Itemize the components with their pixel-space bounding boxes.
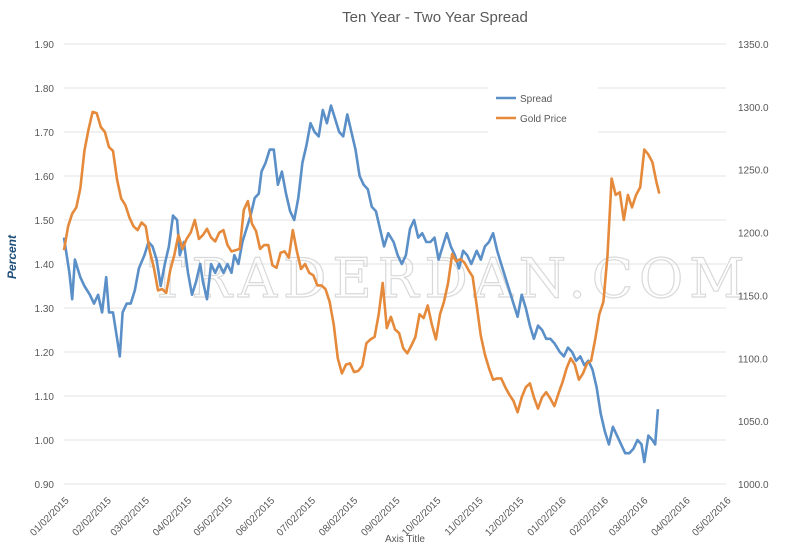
x-tick-label: 12/02/2015 xyxy=(483,495,526,538)
chart-title: Ten Year - Two Year Spread xyxy=(342,9,528,26)
y-left-tick-label: 1.10 xyxy=(35,392,55,403)
x-tick-label: 08/02/2015 xyxy=(317,495,360,538)
series-lines xyxy=(62,104,661,464)
y-left-tick-label: 1.40 xyxy=(35,260,55,271)
x-tick-label: 02/02/2016 xyxy=(568,495,611,538)
y-right-tick-label: 1200.0 xyxy=(738,229,769,240)
x-tick-label: 07/02/2015 xyxy=(275,495,318,538)
y-axis-title: Percent xyxy=(5,234,19,279)
y-right-tick-label: 1150.0 xyxy=(738,291,768,302)
x-tick-label: 02/02/2015 xyxy=(71,495,114,538)
y-right-tick-label: 1350.0 xyxy=(738,40,769,51)
y-left-tick-label: 1.50 xyxy=(35,216,55,227)
series-line-spread xyxy=(62,104,660,464)
y-left-tick-label: 1.00 xyxy=(35,436,55,447)
y-left-tick-label: 1.20 xyxy=(35,348,55,359)
y-left-tick-label: 1.80 xyxy=(35,84,55,95)
y-left-tick-label: 0.90 xyxy=(35,480,55,491)
x-tick-label: 06/02/2015 xyxy=(234,495,277,538)
x-tick-label: 05/02/2015 xyxy=(192,495,235,538)
x-tick-label: 03/02/2016 xyxy=(607,495,650,538)
legend-label: Spread xyxy=(520,94,552,105)
x-tick-label: 04/02/2015 xyxy=(151,495,194,538)
y-right-tick-label: 1050.0 xyxy=(738,417,769,428)
x-axis-title: Axis Title xyxy=(385,534,425,545)
right-y-ticks: 1000.0 1050.0 1100.0 1150.0 1200.0 1250.0 1300… xyxy=(738,40,769,491)
x-tick-label: 03/02/2015 xyxy=(109,495,152,538)
gridlines xyxy=(64,43,726,485)
y-left-tick-label: 1.70 xyxy=(35,128,55,139)
y-right-tick-label: 1100.0 xyxy=(738,354,768,365)
y-left-tick-label: 1.90 xyxy=(35,40,55,51)
y-right-tick-label: 1300.0 xyxy=(738,103,769,114)
watermark: TRADERDAN.COM xyxy=(149,247,750,310)
x-tick-label: 09/02/2015 xyxy=(359,495,402,538)
legend: Spread Gold Price xyxy=(488,84,598,134)
x-tick-label: 01/02/2016 xyxy=(526,495,569,538)
legend-label: Gold Price xyxy=(520,114,567,125)
x-tick-label: 11/02/2015 xyxy=(443,495,486,538)
x-tick-label: 04/02/2016 xyxy=(649,495,692,538)
x-tick-label: 01/02/2015 xyxy=(28,495,71,538)
y-left-tick-label: 1.30 xyxy=(35,304,55,315)
x-tick-label: 10/02/2015 xyxy=(400,495,443,538)
y-right-tick-label: 1000.0 xyxy=(738,480,769,491)
legend-background xyxy=(488,84,598,134)
series-line-gold-price xyxy=(62,110,661,414)
y-right-tick-label: 1250.0 xyxy=(738,166,769,177)
x-tick-label: 05/02/2016 xyxy=(690,495,733,538)
left-y-ticks: 0.90 1.00 1.10 1.20 1.30 1.40 1.50 1.60 1.70 1.80… xyxy=(35,40,55,491)
y-left-tick-label: 1.60 xyxy=(35,172,55,183)
